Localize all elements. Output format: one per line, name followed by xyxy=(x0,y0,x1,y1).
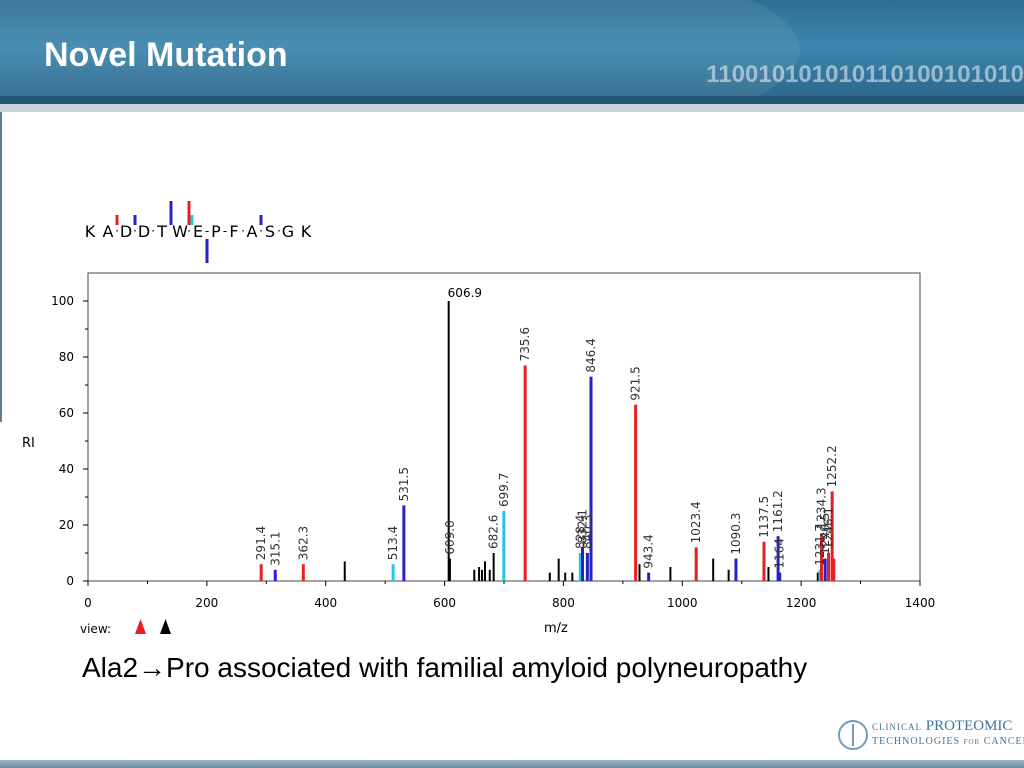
peak-label: 531.5 xyxy=(397,467,411,501)
peak-label: 1252.2 xyxy=(825,445,839,487)
peptide-sequence: K A · D · D · T W · E - P - F · A · S · G K xyxy=(85,201,312,263)
y-tick-label: 20 xyxy=(59,518,74,532)
x-tick-label: 600 xyxy=(433,596,456,610)
peak-label: 315.1 xyxy=(268,531,282,565)
slide-footer xyxy=(0,760,1024,768)
peak-label: 1090.3 xyxy=(729,513,743,555)
sequence-residue: A xyxy=(103,222,114,241)
view-label: view: xyxy=(80,622,111,636)
peak-label: 943.4 xyxy=(642,534,656,568)
slide-header: 110010101010110100101010 010101111010010… xyxy=(0,0,1024,104)
sequence-separator: · xyxy=(241,224,245,238)
peak-label: 606.9 xyxy=(448,286,482,300)
sequence-separator: · xyxy=(277,224,281,238)
peak-label: 1240.5 xyxy=(818,513,832,555)
sequence-residue: T xyxy=(156,222,167,241)
logo-word-technologies: TECHNOLOGIES xyxy=(872,736,961,747)
y-tick-label: 80 xyxy=(59,350,74,364)
sequence-residue: E xyxy=(193,222,203,241)
logo-line-1: CLINICAL PROTEOMIC xyxy=(872,718,1012,735)
peaks xyxy=(259,301,836,581)
x-tick-label: 400 xyxy=(314,596,337,610)
sequence-residue: G xyxy=(282,222,294,241)
sequence-residue: F xyxy=(229,222,238,241)
x-tick-label: 1000 xyxy=(667,596,698,610)
header-swoosh xyxy=(0,0,800,104)
sequence-residue: A xyxy=(247,222,258,241)
peak-label: 832.1 xyxy=(576,509,590,543)
logo-line-2: TECHNOLOGIES FOR CANCER xyxy=(872,736,1024,747)
peak-label: 1234.3 xyxy=(815,487,829,529)
peak-label: 699.7 xyxy=(497,473,511,507)
x-tick-label: 1200 xyxy=(786,596,817,610)
cptc-logo: CLINICAL PROTEOMIC TECHNOLOGIES FOR CANC… xyxy=(838,716,1024,756)
sequence-residue: D xyxy=(138,222,150,241)
y-tick-label: 40 xyxy=(59,462,74,476)
header-band xyxy=(0,104,1024,112)
x-tick-label: 200 xyxy=(195,596,218,610)
sequence-separator: · xyxy=(187,224,191,238)
side-strip xyxy=(0,112,2,422)
peak-label: 1161.2 xyxy=(771,490,785,532)
peak-label: 828.4 xyxy=(573,515,587,549)
peak-label: 1246.1 xyxy=(822,507,836,549)
peak-label: 1023.4 xyxy=(689,501,703,543)
peak-label: 846.4 xyxy=(584,338,598,372)
sequence-separator: · xyxy=(115,224,119,238)
sequence-separator: · xyxy=(151,224,155,238)
x-tick-label: 0 xyxy=(84,596,92,610)
sequence-separator: - xyxy=(223,224,227,238)
y-tick-label: 60 xyxy=(59,406,74,420)
slide-title: Novel Mutation xyxy=(44,36,288,74)
view-y-ions-toggle-icon[interactable] xyxy=(135,619,146,634)
peak-label: 513.4 xyxy=(386,526,400,560)
header-divider xyxy=(0,96,1024,104)
peak-label: 1164 xyxy=(773,538,787,569)
logo-word-for: FOR xyxy=(963,738,981,746)
y-tick-label: 0 xyxy=(66,574,74,588)
sequence-separator: · xyxy=(259,224,263,238)
sequence-residue: W xyxy=(172,222,188,241)
peak-label: 362.3 xyxy=(296,526,310,560)
logo-word-cancer: CANCER xyxy=(983,736,1024,747)
peak-labels: 291.4 315.1 362.3 513.4 531.5 606.9 609.0 682.6… xyxy=(254,286,839,569)
peak-label: 840.3 xyxy=(580,515,594,549)
peak-label: 291.4 xyxy=(254,526,268,560)
y-tick-label: 100 xyxy=(51,294,74,308)
peak-label: 735.6 xyxy=(518,327,532,361)
slide-caption: Ala2→Pro associated with familial amyloi… xyxy=(82,652,808,683)
binary-line: 110010101010110100101010 xyxy=(706,61,1024,88)
logo-word-proteomic: PROTEOMIC xyxy=(925,718,1013,734)
sequence-separator: - xyxy=(205,224,209,238)
peak-label: 682.6 xyxy=(487,515,501,549)
peak-label: 609.0 xyxy=(443,520,457,554)
logo-word-clinical: CLINICAL xyxy=(872,722,922,732)
logo-mark-icon xyxy=(838,720,868,750)
sequence-residue: D xyxy=(120,222,132,241)
x-tick-label: 800 xyxy=(552,596,575,610)
x-axis-label: m/z xyxy=(544,621,568,636)
peak-label: 921.5 xyxy=(629,366,643,400)
peak-label: 1137.5 xyxy=(757,496,771,538)
view-other-ions-toggle-icon[interactable] xyxy=(160,619,171,634)
y-axis-label: RI xyxy=(22,436,35,451)
sequence-residue: K xyxy=(85,222,96,241)
sequence-residue: P xyxy=(211,222,221,241)
sequence-residue: S xyxy=(265,222,275,241)
peak-label: 1231.7 xyxy=(813,524,827,566)
sequence-separator: · xyxy=(133,224,137,238)
sequence-residue: K xyxy=(301,222,312,241)
x-tick-label: 1400 xyxy=(905,596,936,610)
binary-decoration: 110010101010110100101010 010101111010010… xyxy=(604,0,1024,104)
